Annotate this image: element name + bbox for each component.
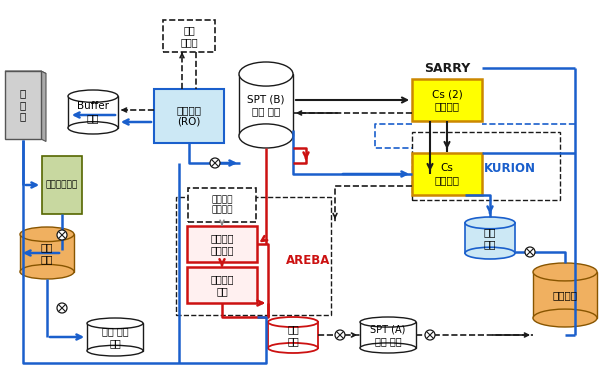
- Ellipse shape: [533, 309, 597, 327]
- Text: 오일분리장치: 오일분리장치: [46, 181, 78, 190]
- Circle shape: [425, 330, 435, 340]
- Text: Cs (2)
흡착장치: Cs (2) 흡착장치: [432, 89, 463, 111]
- Text: KURION: KURION: [484, 161, 536, 174]
- Bar: [268, 322, 318, 348]
- Text: SPT (A)
저장 탱크: SPT (A) 저장 탱크: [370, 324, 406, 346]
- Bar: [20, 234, 74, 272]
- Text: 증발
응축기: 증발 응축기: [180, 25, 198, 47]
- Text: 응집침전
장치: 응집침전 장치: [210, 274, 234, 296]
- Bar: [187, 226, 257, 262]
- Text: 저장
탱크: 저장 탱크: [41, 242, 53, 264]
- Text: Cs
흡착장치: Cs 흡착장치: [435, 163, 459, 185]
- Ellipse shape: [360, 317, 416, 327]
- Ellipse shape: [20, 265, 74, 279]
- Ellipse shape: [360, 343, 416, 353]
- Ellipse shape: [20, 227, 74, 242]
- Bar: [176, 197, 331, 315]
- Ellipse shape: [465, 217, 515, 229]
- Polygon shape: [41, 71, 46, 141]
- Text: AREBA: AREBA: [286, 253, 330, 266]
- Text: 폐액 저장
탱크: 폐액 저장 탱크: [102, 326, 128, 348]
- Ellipse shape: [68, 122, 118, 134]
- Bar: [5, 71, 41, 139]
- Bar: [412, 132, 560, 200]
- Bar: [360, 322, 416, 348]
- Ellipse shape: [533, 263, 597, 281]
- Bar: [412, 153, 482, 195]
- Bar: [533, 272, 597, 318]
- Ellipse shape: [239, 62, 293, 86]
- Bar: [42, 156, 82, 214]
- Bar: [188, 188, 256, 222]
- Ellipse shape: [87, 318, 143, 329]
- Circle shape: [57, 230, 67, 240]
- Bar: [154, 89, 224, 143]
- Text: 저장
탱크: 저장 탱크: [287, 324, 299, 346]
- Bar: [239, 74, 293, 136]
- Bar: [412, 79, 482, 121]
- Circle shape: [210, 158, 220, 168]
- Text: SARRY: SARRY: [424, 62, 470, 75]
- Circle shape: [335, 330, 345, 340]
- Bar: [187, 267, 257, 303]
- Bar: [87, 323, 143, 351]
- Text: 역삼투압
(RO): 역삼투압 (RO): [177, 105, 201, 127]
- Ellipse shape: [68, 90, 118, 102]
- Ellipse shape: [268, 343, 318, 353]
- Text: 저장탱크: 저장탱크: [552, 290, 578, 300]
- Bar: [68, 96, 118, 128]
- Text: 저장
탱크: 저장 탱크: [484, 227, 496, 249]
- Circle shape: [525, 247, 535, 257]
- Circle shape: [57, 303, 67, 313]
- Bar: [163, 20, 215, 52]
- Bar: [465, 223, 515, 253]
- Text: 원
자
로: 원 자 로: [20, 88, 26, 122]
- Ellipse shape: [268, 317, 318, 327]
- Ellipse shape: [465, 247, 515, 259]
- Text: Buffer
탱크: Buffer 탱크: [77, 101, 109, 123]
- Ellipse shape: [239, 124, 293, 148]
- Ellipse shape: [87, 345, 143, 356]
- Text: SPT (B)
저장 탱크: SPT (B) 저장 탱크: [247, 94, 285, 116]
- Text: 화공약품
주입장치: 화공약품 주입장치: [211, 195, 233, 215]
- Polygon shape: [5, 71, 46, 73]
- Text: 기압부상
분리장치: 기압부상 분리장치: [210, 233, 234, 255]
